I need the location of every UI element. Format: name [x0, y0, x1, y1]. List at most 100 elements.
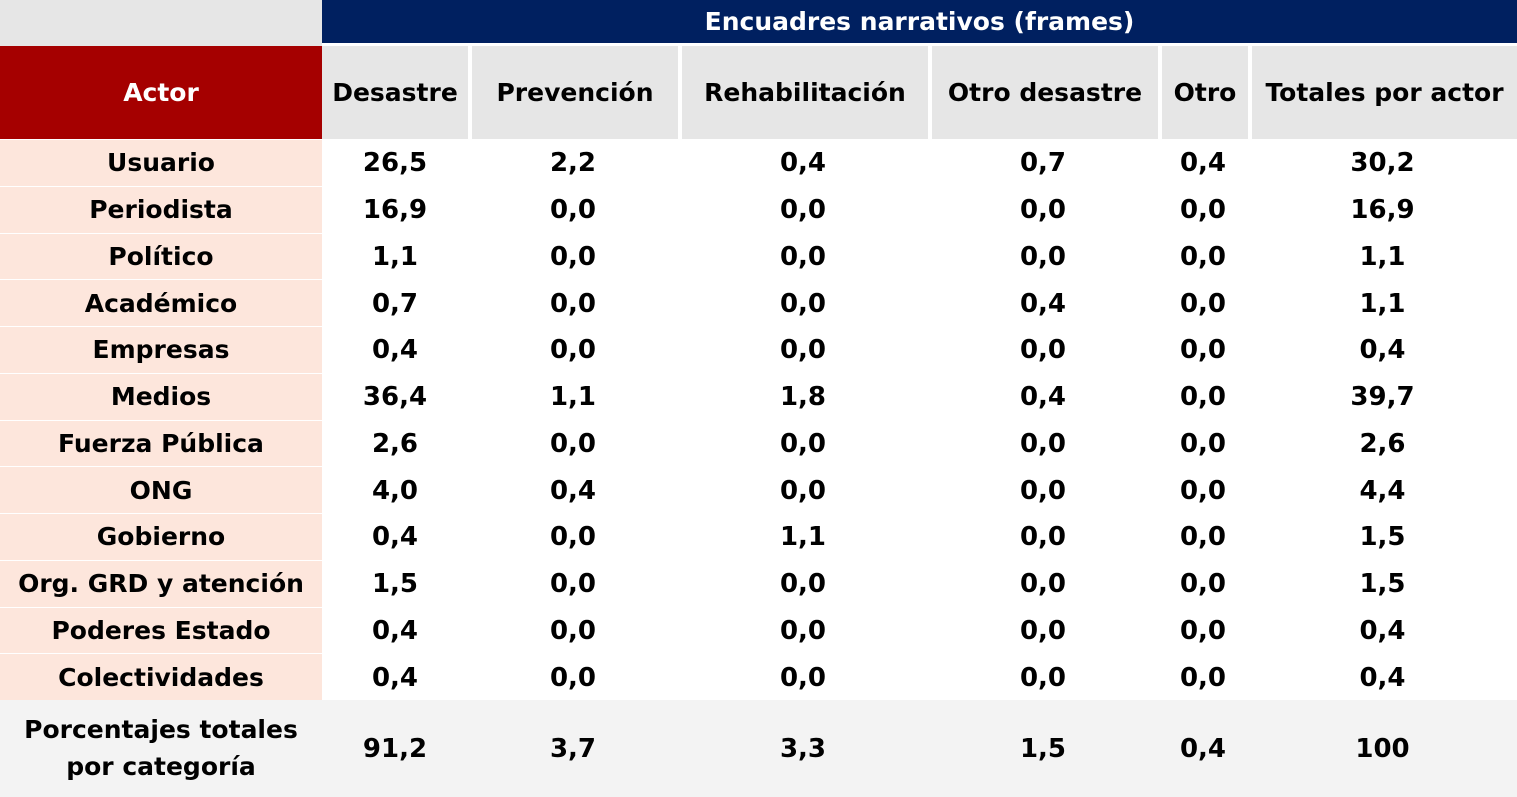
frames-header: Encuadres narrativos (frames) [322, 0, 1517, 46]
actor-cell: Académico [0, 280, 322, 326]
value-cell: 0,7 [928, 140, 1158, 187]
value-cell: 0,0 [928, 514, 1158, 561]
actor-cell: Gobierno [0, 514, 322, 560]
value-cell: 2,6 [322, 420, 468, 468]
value-cell: 0,0 [1158, 560, 1248, 608]
value-cell: 0,0 [928, 327, 1158, 374]
value-cell: 0,0 [678, 327, 928, 374]
value-cell: 0,7 [322, 280, 468, 327]
footer-value-cell: 3,7 [468, 700, 678, 797]
value-cell: 0,0 [468, 607, 678, 655]
value-cell: 0,0 [678, 233, 928, 281]
value-cell: 0,0 [468, 654, 678, 701]
value-cell: 0,0 [928, 607, 1158, 655]
actor-cell: Político [0, 233, 322, 280]
value-cell: 0,0 [678, 420, 928, 468]
value-cell: 0,0 [1158, 514, 1248, 561]
footer-value-cell: 91,2 [322, 700, 468, 797]
actor-cell: Periodista [0, 186, 322, 233]
value-cell: 0,4 [322, 607, 468, 655]
value-cell: 0,4 [1248, 654, 1517, 701]
actor-cell: Colectividades [0, 654, 322, 700]
value-cell: 16,9 [1248, 186, 1517, 234]
value-cell: 0,0 [928, 467, 1158, 514]
actor-cell: Medios [0, 373, 322, 420]
footer-label-line2: por categoría [66, 751, 256, 781]
value-cell: 0,4 [1158, 140, 1248, 187]
value-cell: 0,4 [928, 280, 1158, 327]
value-cell: 0,0 [928, 560, 1158, 608]
value-cell: 1,1 [678, 514, 928, 561]
column-header: Otro [1162, 46, 1248, 139]
value-cell: 0,4 [322, 654, 468, 701]
column-header: Totales por actor [1252, 46, 1517, 139]
value-cell: 0,4 [322, 514, 468, 561]
value-cell: 0,0 [1158, 420, 1248, 468]
actor-cell: ONG [0, 467, 322, 513]
value-cell: 0,0 [928, 186, 1158, 234]
value-cell: 0,0 [1158, 467, 1248, 514]
value-cell: 0,0 [678, 467, 928, 514]
value-cell: 0,4 [678, 140, 928, 187]
value-cell: 0,4 [928, 373, 1158, 421]
actor-cell: Org. GRD y atención [0, 560, 322, 607]
value-cell: 0,0 [468, 560, 678, 608]
value-cell: 0,0 [1158, 654, 1248, 701]
value-cell: 0,0 [1158, 233, 1248, 281]
value-cell: 0,4 [1248, 327, 1517, 374]
value-cell: 0,0 [678, 560, 928, 608]
footer-value-cell: 3,3 [678, 700, 928, 797]
value-cell: 1,5 [1248, 560, 1517, 608]
column-header: Prevención [472, 46, 678, 139]
value-cell: 0,0 [928, 654, 1158, 701]
footer-value-cell: 1,5 [928, 700, 1158, 797]
value-cell: 0,0 [1158, 607, 1248, 655]
column-header: Otro desastre [932, 46, 1158, 139]
actor-header: Actor [0, 46, 322, 139]
value-cell: 16,9 [322, 186, 468, 234]
value-cell: 0,0 [468, 420, 678, 468]
value-cell: 0,0 [468, 327, 678, 374]
value-cell: 26,5 [322, 140, 468, 187]
value-cell: 2,6 [1248, 420, 1517, 468]
value-cell: 1,8 [678, 373, 928, 421]
value-cell: 0,0 [468, 186, 678, 234]
column-header: Rehabilitación [682, 46, 928, 139]
value-cell: 0,0 [1158, 327, 1248, 374]
table-corner [0, 0, 322, 46]
value-cell: 0,0 [1158, 373, 1248, 421]
value-cell: 0,4 [468, 467, 678, 514]
value-cell: 0,0 [468, 280, 678, 327]
footer-value-cell: 100 [1248, 700, 1517, 797]
value-cell: 0,0 [1158, 280, 1248, 327]
footer-value-cell: 0,4 [1158, 700, 1248, 797]
value-cell: 2,2 [468, 140, 678, 187]
value-cell: 0,0 [468, 514, 678, 561]
value-cell: 1,1 [1248, 233, 1517, 281]
value-cell: 0,0 [678, 186, 928, 234]
value-cell: 0,4 [322, 327, 468, 374]
value-cell: 4,0 [322, 467, 468, 514]
footer-label-line1: Porcentajes totales [24, 715, 298, 745]
value-cell: 0,0 [928, 233, 1158, 281]
value-cell: 1,5 [1248, 514, 1517, 561]
value-cell: 4,4 [1248, 467, 1517, 514]
value-cell: 1,1 [1248, 280, 1517, 327]
value-cell: 1,5 [322, 560, 468, 608]
actor-cell: Poderes Estado [0, 607, 322, 654]
actor-cell: Empresas [0, 327, 322, 373]
value-cell: 0,0 [928, 420, 1158, 468]
value-cell: 0,0 [468, 233, 678, 281]
value-cell: 0,0 [1158, 186, 1248, 234]
value-cell: 0,0 [678, 607, 928, 655]
footer-label: Porcentajes totales por categoría [0, 700, 322, 797]
value-cell: 0,0 [678, 280, 928, 327]
value-cell: 30,2 [1248, 140, 1517, 187]
actor-cell: Fuerza Pública [0, 420, 322, 467]
value-cell: 36,4 [322, 373, 468, 421]
actor-cell: Usuario [0, 140, 322, 186]
value-cell: 39,7 [1248, 373, 1517, 421]
value-cell: 1,1 [468, 373, 678, 421]
column-header: Desastre [322, 46, 468, 139]
value-cell: 0,4 [1248, 607, 1517, 655]
